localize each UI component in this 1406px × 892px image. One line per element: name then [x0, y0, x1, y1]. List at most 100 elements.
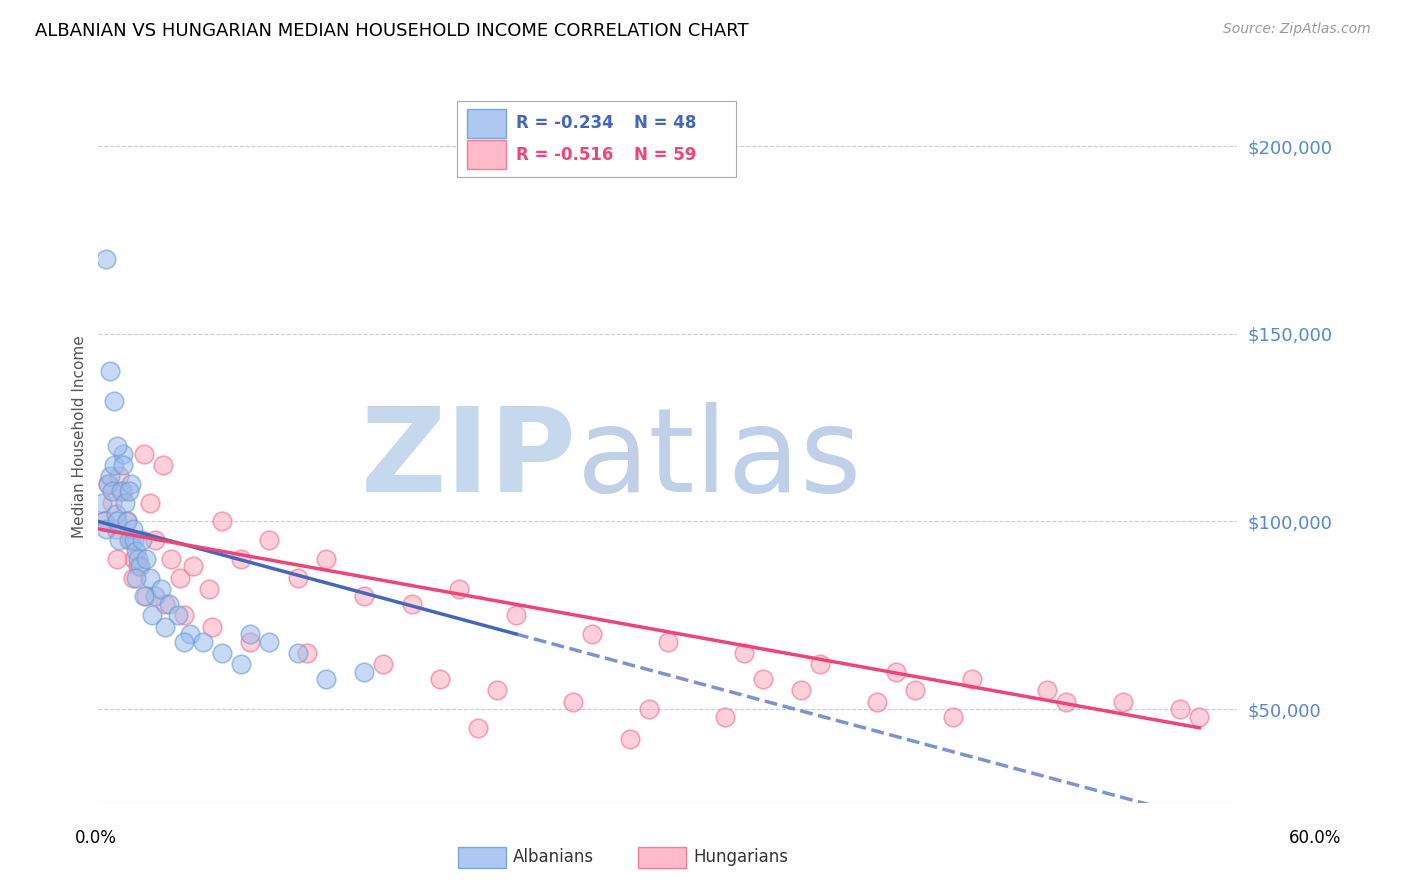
Point	[229, 552, 252, 566]
Point	[239, 634, 262, 648]
Text: Source: ZipAtlas.com: Source: ZipAtlas.com	[1223, 22, 1371, 37]
Point	[100, 496, 122, 510]
Point	[124, 533, 146, 548]
Point	[153, 597, 176, 611]
FancyBboxPatch shape	[457, 101, 737, 178]
Point	[129, 559, 152, 574]
Point	[1188, 709, 1211, 723]
Point	[315, 552, 337, 566]
Point	[94, 522, 117, 536]
Point	[486, 683, 509, 698]
Point	[97, 477, 120, 491]
Point	[115, 515, 138, 529]
Point	[93, 515, 115, 529]
Point	[808, 657, 831, 671]
Point	[619, 732, 641, 747]
Point	[581, 627, 603, 641]
Text: 0.0%: 0.0%	[75, 829, 117, 847]
Point	[104, 507, 127, 521]
Point	[371, 657, 394, 671]
Point	[108, 469, 131, 483]
Point	[159, 552, 181, 566]
Point	[153, 619, 176, 633]
Point	[112, 484, 135, 499]
Point	[120, 477, 142, 491]
Point	[211, 515, 233, 529]
Point	[1170, 702, 1192, 716]
Text: Hungarians: Hungarians	[693, 848, 789, 866]
Point	[353, 665, 375, 679]
Point	[131, 533, 153, 548]
Point	[197, 582, 219, 596]
Point	[315, 672, 337, 686]
Point	[103, 458, 125, 473]
Point	[112, 458, 135, 473]
Point	[173, 634, 195, 648]
Point	[121, 571, 143, 585]
Point	[714, 709, 737, 723]
Point	[91, 496, 114, 510]
Point	[103, 394, 125, 409]
Point	[353, 590, 375, 604]
Text: R = -0.516: R = -0.516	[516, 145, 614, 164]
Point	[135, 552, 157, 566]
Point	[97, 477, 120, 491]
Y-axis label: Median Household Income: Median Household Income	[72, 335, 87, 539]
Point	[467, 721, 489, 735]
Text: N = 48: N = 48	[634, 114, 696, 132]
Point	[112, 447, 135, 461]
Point	[145, 590, 167, 604]
Point	[141, 608, 163, 623]
Point	[94, 252, 117, 266]
FancyBboxPatch shape	[467, 109, 506, 138]
Text: N = 59: N = 59	[634, 145, 696, 164]
Point	[127, 552, 149, 566]
Point	[138, 496, 160, 510]
Text: Albanians: Albanians	[513, 848, 595, 866]
Text: atlas: atlas	[576, 401, 862, 516]
Point	[157, 597, 180, 611]
Point	[790, 683, 813, 698]
Point	[211, 646, 233, 660]
Point	[169, 571, 191, 585]
Point	[505, 608, 527, 623]
Point	[401, 597, 423, 611]
Point	[657, 634, 679, 648]
Point	[127, 559, 149, 574]
Point	[429, 672, 451, 686]
Point	[121, 522, 143, 536]
Text: 60.0%: 60.0%	[1288, 829, 1341, 847]
Point	[108, 533, 131, 548]
Point	[229, 657, 252, 671]
Text: ZIP: ZIP	[361, 401, 576, 516]
Point	[125, 544, 148, 558]
Point	[201, 619, 224, 633]
Point	[100, 484, 122, 499]
Point	[150, 582, 173, 596]
Point	[904, 683, 927, 698]
Point	[120, 533, 142, 548]
Point	[132, 590, 155, 604]
Point	[259, 533, 281, 548]
Point	[118, 533, 141, 548]
Point	[107, 440, 129, 454]
Point	[942, 709, 965, 723]
Point	[93, 515, 115, 529]
Point	[866, 694, 889, 708]
Point	[107, 552, 129, 566]
Point	[960, 672, 983, 686]
Point	[287, 646, 309, 660]
Point	[138, 571, 160, 585]
FancyBboxPatch shape	[467, 140, 506, 169]
Point	[167, 608, 190, 623]
Point	[297, 646, 319, 660]
Point	[752, 672, 775, 686]
Point	[110, 484, 132, 499]
Text: R = -0.234: R = -0.234	[516, 114, 614, 132]
Point	[259, 634, 281, 648]
Point	[1054, 694, 1078, 708]
Point	[107, 515, 129, 529]
Point	[98, 469, 121, 483]
Point	[884, 665, 907, 679]
Point	[135, 590, 157, 604]
